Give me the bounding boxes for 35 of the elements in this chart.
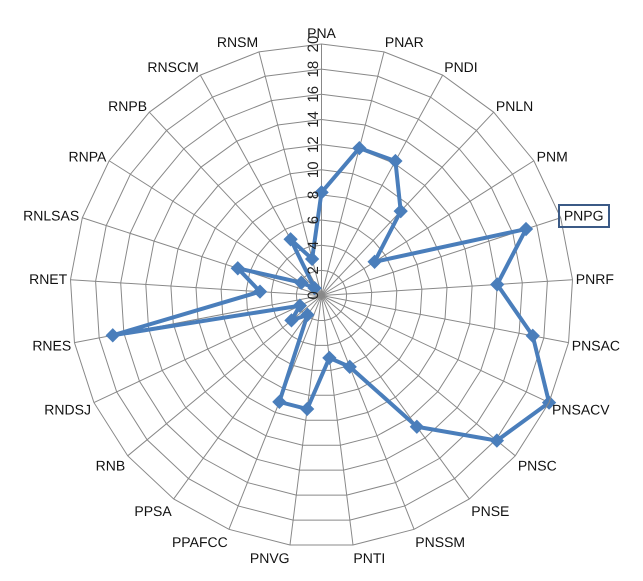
y-tick-label: 16 <box>305 86 322 103</box>
spoke-label: RNSCM <box>147 59 199 76</box>
spoke-label: RNB <box>96 458 126 474</box>
y-tick-label: 4 <box>305 241 322 250</box>
spoke-label: PPSA <box>134 502 172 519</box>
spoke-label: PNTI <box>353 550 386 566</box>
spoke-label: PNSC <box>518 458 557 474</box>
y-tick-label: 8 <box>305 190 322 200</box>
spoke-label: PNLN <box>496 98 534 114</box>
y-tick-label: 0 <box>305 291 322 300</box>
y-tick-label: 20 <box>305 36 322 52</box>
y-tick-label: 6 <box>305 216 322 224</box>
spoke-label: RNSM <box>216 34 258 50</box>
spoke-label: RNPA <box>68 148 108 165</box>
spoke-label: PNRF <box>576 271 614 288</box>
y-tick-label: 14 <box>305 111 322 128</box>
spoke-label: PNSE <box>471 502 510 519</box>
spoke-label: RNPB <box>108 98 148 114</box>
spoke-label: PNVG <box>250 550 290 566</box>
spoke-label: PNSSM <box>415 534 466 550</box>
y-tick-label: 10 <box>305 161 322 178</box>
spoke-label: RNET <box>29 271 68 288</box>
spoke-label: PPAFCC <box>172 534 228 550</box>
spoke-label: PNSACV <box>552 401 610 418</box>
y-tick-label: 2 <box>305 266 322 275</box>
spoke-label: PNSAC <box>572 338 620 354</box>
spoke-label: RNES <box>32 338 72 354</box>
spoke-label: PNM <box>536 148 568 165</box>
y-tick-label: 18 <box>305 60 322 78</box>
spoke-label: RNLSAS <box>23 208 80 224</box>
y-tick-label: 12 <box>305 136 322 153</box>
spoke-label: PNAR <box>384 34 424 50</box>
spoke-label: PNDI <box>444 59 478 76</box>
spoke-label: PNPG <box>564 208 604 224</box>
spoke-label: RNDSJ <box>44 401 91 418</box>
